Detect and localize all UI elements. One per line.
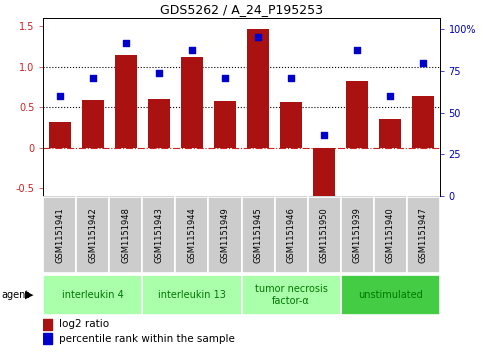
Point bbox=[122, 40, 130, 46]
Point bbox=[155, 70, 163, 76]
Bar bbox=[214, 101, 236, 147]
Text: unstimulated: unstimulated bbox=[357, 290, 423, 300]
Text: GSM1151947: GSM1151947 bbox=[419, 207, 427, 263]
Point bbox=[320, 132, 328, 138]
Text: GSM1151939: GSM1151939 bbox=[353, 207, 361, 263]
Bar bbox=[346, 81, 368, 147]
Bar bbox=[43, 319, 52, 330]
Point bbox=[386, 93, 394, 99]
Bar bbox=[175, 197, 209, 273]
Text: GSM1151946: GSM1151946 bbox=[286, 207, 296, 263]
Bar bbox=[379, 119, 401, 147]
Bar bbox=[280, 102, 302, 147]
Bar bbox=[49, 122, 71, 147]
Bar bbox=[110, 197, 142, 273]
Bar bbox=[242, 197, 274, 273]
Bar bbox=[148, 99, 170, 147]
Bar bbox=[82, 100, 104, 147]
Bar bbox=[341, 197, 373, 273]
Bar bbox=[274, 197, 308, 273]
Text: GSM1151943: GSM1151943 bbox=[155, 207, 163, 263]
Bar bbox=[76, 197, 110, 273]
Bar bbox=[242, 275, 341, 315]
Bar bbox=[412, 96, 434, 147]
Text: percentile rank within the sample: percentile rank within the sample bbox=[59, 334, 235, 344]
Bar bbox=[313, 147, 335, 196]
Point bbox=[353, 48, 361, 53]
Text: GSM1151945: GSM1151945 bbox=[254, 207, 262, 263]
Point bbox=[89, 75, 97, 81]
Text: agent: agent bbox=[1, 290, 29, 300]
Text: log2 ratio: log2 ratio bbox=[59, 319, 109, 329]
Bar bbox=[142, 197, 175, 273]
Text: GSM1151948: GSM1151948 bbox=[122, 207, 130, 263]
Text: interleukin 13: interleukin 13 bbox=[158, 290, 226, 300]
Point bbox=[254, 34, 262, 40]
Text: ▶: ▶ bbox=[25, 290, 34, 300]
Bar bbox=[181, 57, 203, 147]
Point bbox=[188, 47, 196, 53]
Bar bbox=[407, 197, 440, 273]
Bar bbox=[209, 197, 242, 273]
Bar bbox=[373, 197, 407, 273]
Text: GSM1151940: GSM1151940 bbox=[385, 207, 395, 263]
Bar bbox=[115, 55, 137, 147]
Point bbox=[419, 61, 427, 66]
Text: tumor necrosis
factor-α: tumor necrosis factor-α bbox=[255, 284, 327, 306]
Point bbox=[56, 93, 64, 99]
Bar bbox=[247, 29, 269, 147]
Bar bbox=[341, 275, 440, 315]
Bar bbox=[43, 333, 52, 344]
Point bbox=[221, 75, 229, 81]
Text: GSM1151944: GSM1151944 bbox=[187, 207, 197, 263]
Text: GSM1151941: GSM1151941 bbox=[56, 207, 64, 263]
Bar bbox=[142, 275, 242, 315]
Title: GDS5262 / A_24_P195253: GDS5262 / A_24_P195253 bbox=[160, 3, 323, 16]
Text: GSM1151949: GSM1151949 bbox=[221, 207, 229, 263]
Bar bbox=[308, 197, 341, 273]
Text: interleukin 4: interleukin 4 bbox=[62, 290, 124, 300]
Bar bbox=[43, 275, 142, 315]
Text: GSM1151942: GSM1151942 bbox=[88, 207, 98, 263]
Point bbox=[287, 75, 295, 81]
Text: GSM1151950: GSM1151950 bbox=[320, 207, 328, 263]
Bar bbox=[43, 197, 76, 273]
